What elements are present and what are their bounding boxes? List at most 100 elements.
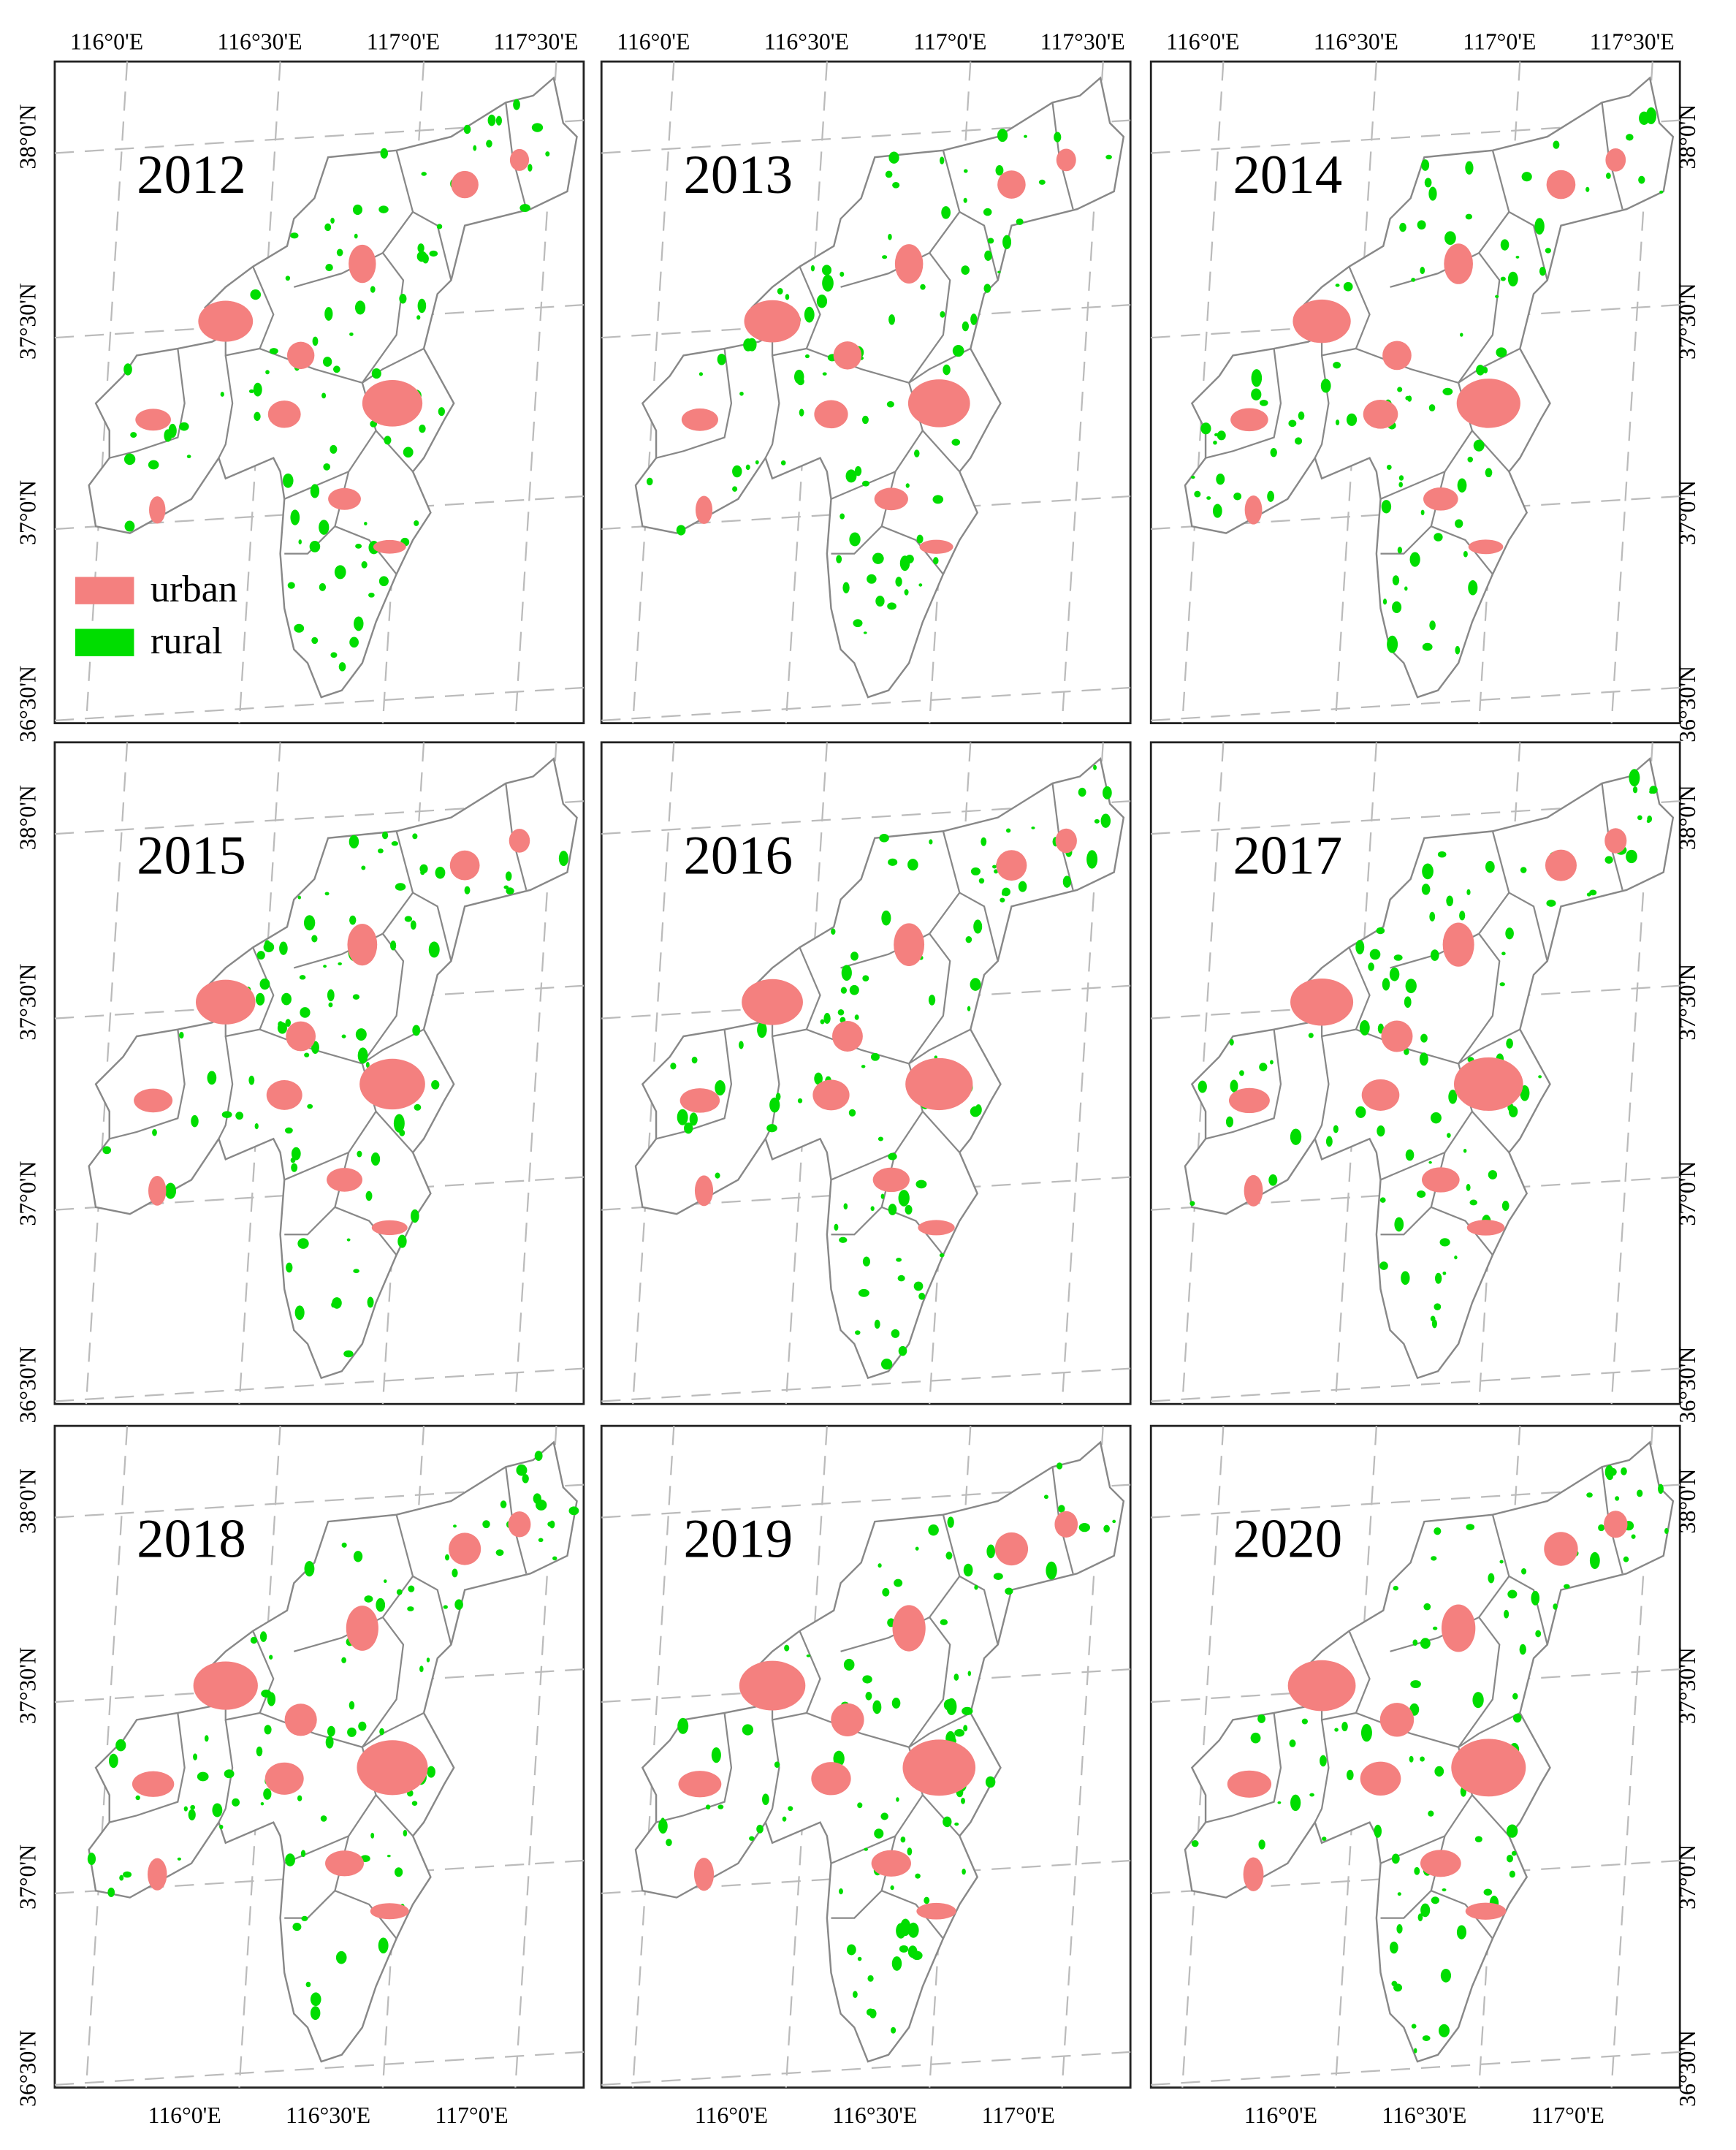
rural-patch — [325, 1736, 334, 1749]
rural-patch — [952, 344, 964, 357]
rural-patch — [888, 1204, 897, 1215]
rural-patch — [877, 1563, 882, 1568]
rural-patch — [1463, 550, 1468, 558]
rural-patch — [300, 1007, 311, 1018]
rural-patch — [899, 1945, 909, 1953]
rural-patch — [1369, 949, 1381, 960]
rural-patch — [341, 1657, 346, 1663]
rural-patch — [970, 1106, 981, 1117]
rural-patch — [1016, 218, 1024, 225]
rural-patch — [311, 637, 319, 645]
legend-swatch — [75, 628, 134, 656]
rural-patch — [355, 543, 362, 549]
rural-patch — [1005, 828, 1011, 833]
rural-patch — [290, 509, 300, 525]
rural-patch — [1434, 1527, 1442, 1535]
rural-patch — [858, 1288, 869, 1297]
rural-patch — [1589, 889, 1597, 896]
graticule — [1061, 1426, 1104, 2088]
rural-patch — [1333, 1125, 1339, 1133]
rural-patch — [109, 1753, 118, 1769]
map-panel: 2015 — [53, 741, 585, 1405]
urban-patch — [1361, 1079, 1400, 1111]
urban-patch — [357, 1740, 428, 1796]
urban-patch — [347, 924, 378, 966]
urban-patch — [1379, 1703, 1415, 1737]
rural-patch — [1442, 1271, 1447, 1275]
rural-patch — [376, 1598, 386, 1612]
rural-patch — [1277, 1801, 1282, 1804]
rural-patch — [1521, 1568, 1527, 1575]
rural-patch — [1212, 504, 1222, 518]
rural-patch — [1405, 1149, 1415, 1161]
rural-patch — [377, 848, 384, 854]
rural-patch — [1637, 1489, 1643, 1497]
rural-patch — [1414, 1866, 1420, 1875]
rural-patch — [191, 1114, 199, 1128]
rural-patch — [186, 455, 191, 459]
left-axis-label: 36°30'N — [15, 1346, 41, 1423]
rural-patch — [784, 1644, 790, 1652]
urban-patch — [371, 1220, 408, 1236]
rural-patch — [179, 1031, 184, 1039]
urban-patch — [1456, 379, 1520, 428]
rural-patch — [943, 364, 951, 376]
urban-patch — [359, 1058, 425, 1110]
rural-patch — [394, 1867, 403, 1877]
rural-patch — [907, 1945, 918, 1959]
rural-patch — [963, 197, 967, 203]
rural-patch — [482, 1520, 490, 1529]
rural-patch — [1545, 248, 1551, 254]
rural-patch — [822, 372, 827, 376]
urban-patch — [370, 1903, 409, 1920]
rural-patch — [1335, 284, 1340, 287]
rural-patch — [995, 164, 1004, 176]
rural-patch — [867, 574, 877, 584]
rural-patch — [297, 1238, 309, 1249]
rural-patch — [1521, 172, 1532, 182]
bottom-axis-label: 116°0'E — [148, 2102, 221, 2128]
right-axis-label: 38°0'N — [1675, 785, 1700, 850]
rural-patch — [895, 577, 902, 587]
rural-patch — [357, 1150, 362, 1158]
rural-patch — [879, 833, 889, 843]
rural-patch — [962, 1706, 973, 1715]
rural-patch — [264, 1725, 272, 1735]
rural-patch — [1295, 437, 1303, 445]
rural-patch — [1409, 1755, 1414, 1763]
rural-patch — [1411, 2024, 1417, 2029]
urban-patch — [198, 300, 254, 342]
rural-patch — [354, 300, 366, 315]
rural-patch — [749, 1836, 755, 1841]
rural-patch — [810, 265, 815, 272]
rural-patch — [1062, 875, 1071, 888]
rural-patch — [1631, 1534, 1636, 1539]
panel-year: 2020 — [1233, 1509, 1342, 1570]
left-axis-label: 37°30'N — [15, 283, 41, 360]
rural-patch — [1301, 1718, 1308, 1725]
rural-patch — [323, 463, 331, 471]
left-axis-label: 36°30'N — [15, 666, 41, 742]
rural-patch — [1496, 347, 1507, 358]
map-panel: 2020 — [1149, 1424, 1681, 2089]
rural-patch — [319, 520, 330, 535]
urban-patch — [195, 979, 256, 1025]
rural-patch — [755, 460, 759, 465]
rural-patch — [780, 460, 786, 466]
rural-patch — [486, 140, 492, 148]
graticule — [514, 1426, 557, 2088]
urban-patch — [1545, 849, 1577, 881]
rural-patch — [888, 314, 896, 325]
rural-patch — [454, 1599, 463, 1610]
rural-patch — [1225, 1116, 1234, 1128]
urban-patch — [134, 1088, 173, 1113]
rural-patch — [264, 940, 271, 950]
rural-patch — [417, 298, 427, 314]
rural-patch — [403, 1829, 408, 1836]
urban-patch — [1604, 1511, 1628, 1538]
rural-patch — [297, 1795, 302, 1801]
rural-patch — [417, 243, 425, 253]
rural-patch — [1191, 476, 1195, 479]
rural-patch — [1233, 493, 1242, 501]
rural-patch — [1538, 1075, 1542, 1079]
